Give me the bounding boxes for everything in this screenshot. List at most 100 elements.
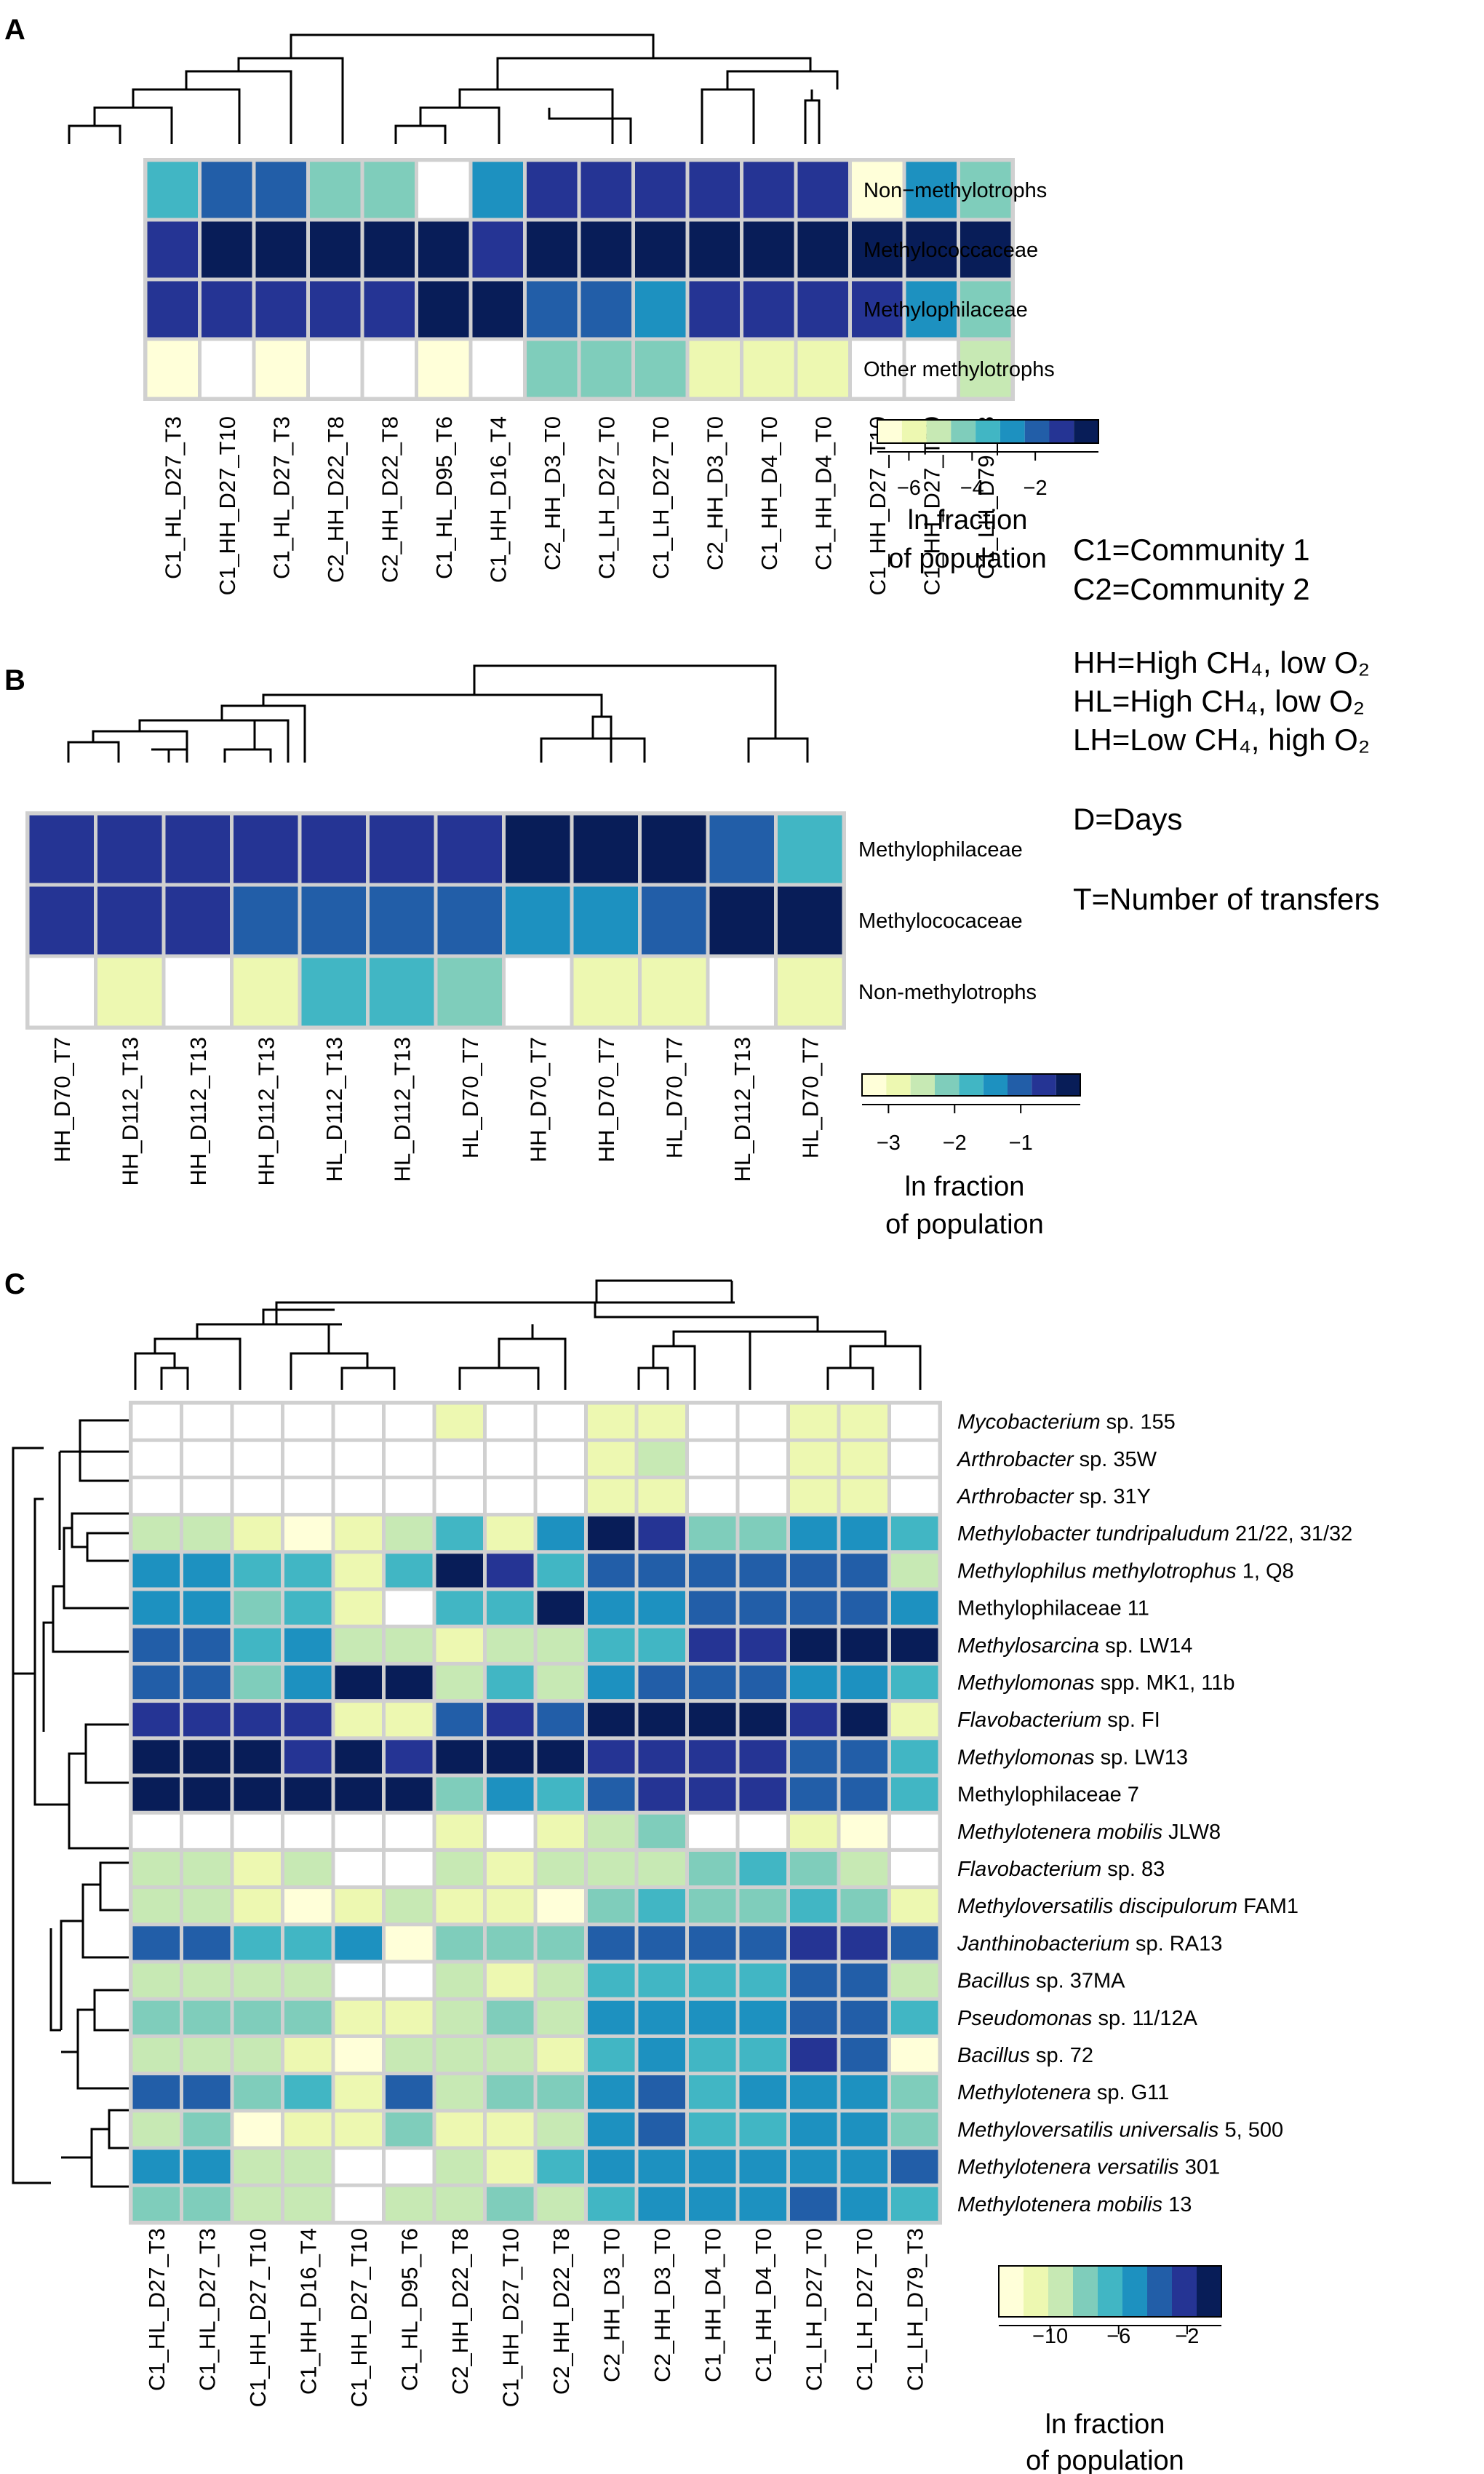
heatmap-cell [840, 2112, 887, 2147]
heatmap-cell [689, 221, 740, 278]
row-labels-b: Methylophilaceae Methylococaceae Non-methy… [858, 838, 1037, 1004]
heatmap-cell [234, 2000, 281, 2035]
heatmap-cell [436, 1851, 483, 1886]
colorbar-swatch [1000, 420, 1025, 443]
heatmap-cell [581, 221, 631, 278]
heatmap-cell [638, 1516, 685, 1551]
heatmap-cell [132, 2112, 180, 2147]
colorbar-swatch [935, 1074, 960, 1096]
heatmap-cell [386, 1441, 433, 1476]
heatmap-cell [891, 2149, 938, 2184]
heatmap-cell [132, 1703, 180, 1737]
column-label: C1_HH_D4_T0 [810, 416, 836, 570]
heatmap-cell [891, 1516, 938, 1551]
heatmap-cell [537, 1777, 584, 1811]
heatmap-cell [891, 1814, 938, 1848]
heatmap-cell [537, 1516, 584, 1551]
heatmap-cell [364, 281, 415, 338]
row-label: Bacillus sp. 72 [957, 2044, 1093, 2067]
heatmap-cell [790, 1740, 837, 1774]
column-label: C1_HL_D27_T3 [194, 2228, 220, 2391]
heatmap-cell [183, 2000, 231, 2035]
heatmap-cell [778, 886, 842, 955]
heatmap-cell [527, 162, 578, 218]
heatmap-cell [790, 1851, 837, 1886]
heatmap-cell [418, 221, 469, 278]
heatmap-cell [778, 815, 842, 883]
row-label: Methylomonas sp. LW13 [957, 1746, 1188, 1769]
row-label: Methylococaceae [858, 910, 1023, 933]
heatmap-cell [335, 1703, 382, 1737]
heatmap-cell [436, 1404, 483, 1439]
panel-label-c: C [4, 1268, 25, 1300]
heatmap-cell [689, 1628, 736, 1662]
colorbar-swatch [1008, 1074, 1032, 1096]
heatmap-cell [689, 1814, 736, 1848]
heatmap-cell [689, 2149, 736, 2184]
colorbar-tick-label: −10 [1032, 2325, 1068, 2348]
heatmap-cell [638, 1404, 685, 1439]
heatmap-cell [183, 1926, 231, 1960]
heatmap-cell [689, 1889, 736, 1923]
column-label: C1_HH_D27_T10 [919, 416, 944, 595]
heatmap-cell [183, 1777, 231, 1811]
heatmap-cell [370, 958, 434, 1026]
heatmap-cell [739, 1516, 786, 1551]
heatmap-cell [436, 2075, 483, 2109]
heatmap-cell [790, 1889, 837, 1923]
heatmap-cell [537, 1479, 584, 1514]
heatmap-cell [689, 1479, 736, 1514]
heatmap-cell [891, 2000, 938, 2035]
heatmap-cell [588, 2000, 635, 2035]
heatmap-cell [487, 1777, 534, 1811]
heatmap-cell [840, 1404, 887, 1439]
colorbar-swatch [1048, 2266, 1073, 2317]
heatmap-cell [132, 2075, 180, 2109]
heatmap-cell [527, 221, 578, 278]
heatmap-cell [255, 221, 306, 278]
heatmap-cell [689, 2112, 736, 2147]
heatmap-cell [891, 1479, 938, 1514]
heatmap-cell [891, 1851, 938, 1886]
heatmap-cell [386, 1628, 433, 1662]
heatmap-cell [487, 1628, 534, 1662]
heatmap-cell [147, 281, 198, 338]
column-label: C2_HH_D3_T0 [702, 416, 727, 570]
colorbar-swatch [1197, 2266, 1221, 2317]
colorbar-frame [877, 419, 1099, 444]
heatmap-cell [234, 2075, 281, 2109]
heatmap-cell [234, 1926, 281, 1960]
heatmap-cell [436, 1926, 483, 1960]
heatmap-cell [739, 2187, 786, 2221]
heatmap-cell [335, 1479, 382, 1514]
colorbar-swatch [910, 1074, 935, 1096]
heatmap-cell [840, 2037, 887, 2072]
heatmap-cell [689, 2000, 736, 2035]
column-label: C2_HH_D22_T8 [323, 416, 348, 583]
heatmap-cell [284, 2037, 332, 2072]
heatmap-cell [790, 1479, 837, 1514]
heatmap-cell [487, 1404, 534, 1439]
heatmap-cell [689, 1516, 736, 1551]
heatmap-cell [638, 1889, 685, 1923]
heatmap-cell [588, 1479, 635, 1514]
heatmap-cell [891, 1554, 938, 1588]
heatmap-cell [284, 1740, 332, 1774]
colorbar-swatch [1122, 2266, 1147, 2317]
colorbar-swatch [886, 1074, 911, 1096]
colorbar-a: −6 −4 −2 [877, 419, 1099, 500]
heatmap-cell [310, 281, 361, 338]
heatmap-cell [638, 2000, 685, 2035]
heatmap-cell [487, 1703, 534, 1737]
heatmap-cell [739, 1441, 786, 1476]
column-label: C1_HH_D27_T10 [865, 416, 890, 595]
heatmap-cell [739, 1703, 786, 1737]
heatmap-cell [790, 1554, 837, 1588]
heatmap-cell [132, 2149, 180, 2184]
heatmap-cell [437, 958, 502, 1026]
heatmap-cell [436, 2187, 483, 2221]
heatmap-cell [960, 281, 1011, 338]
column-dendrogram-c [134, 1279, 922, 1390]
colorbar-swatch [1024, 420, 1050, 443]
column-label: C1_LH_D79_T3 [902, 2228, 928, 2391]
